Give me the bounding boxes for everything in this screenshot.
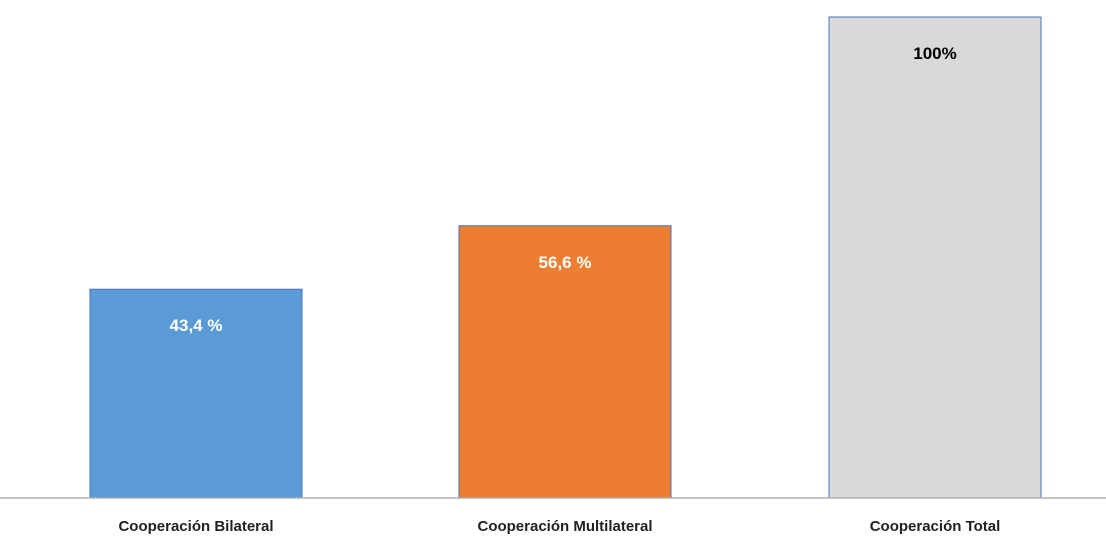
category-label-1: Cooperación Bilateral bbox=[118, 518, 273, 535]
bar-1 bbox=[89, 288, 303, 499]
data-label-2: 56,6 % bbox=[539, 253, 592, 272]
data-label-1: 43,4 % bbox=[170, 316, 223, 335]
bar-3 bbox=[828, 16, 1042, 499]
category-label-2: Cooperación Multilateral bbox=[477, 518, 652, 535]
bar-2 bbox=[458, 225, 672, 499]
labels-group: 43,4 % Cooperación Bilateral 56,6 % Coopera… bbox=[118, 44, 1000, 535]
category-label-3: Cooperación Total bbox=[870, 518, 1001, 535]
bars-group bbox=[89, 16, 1042, 499]
data-label-3: 100% bbox=[913, 44, 956, 63]
